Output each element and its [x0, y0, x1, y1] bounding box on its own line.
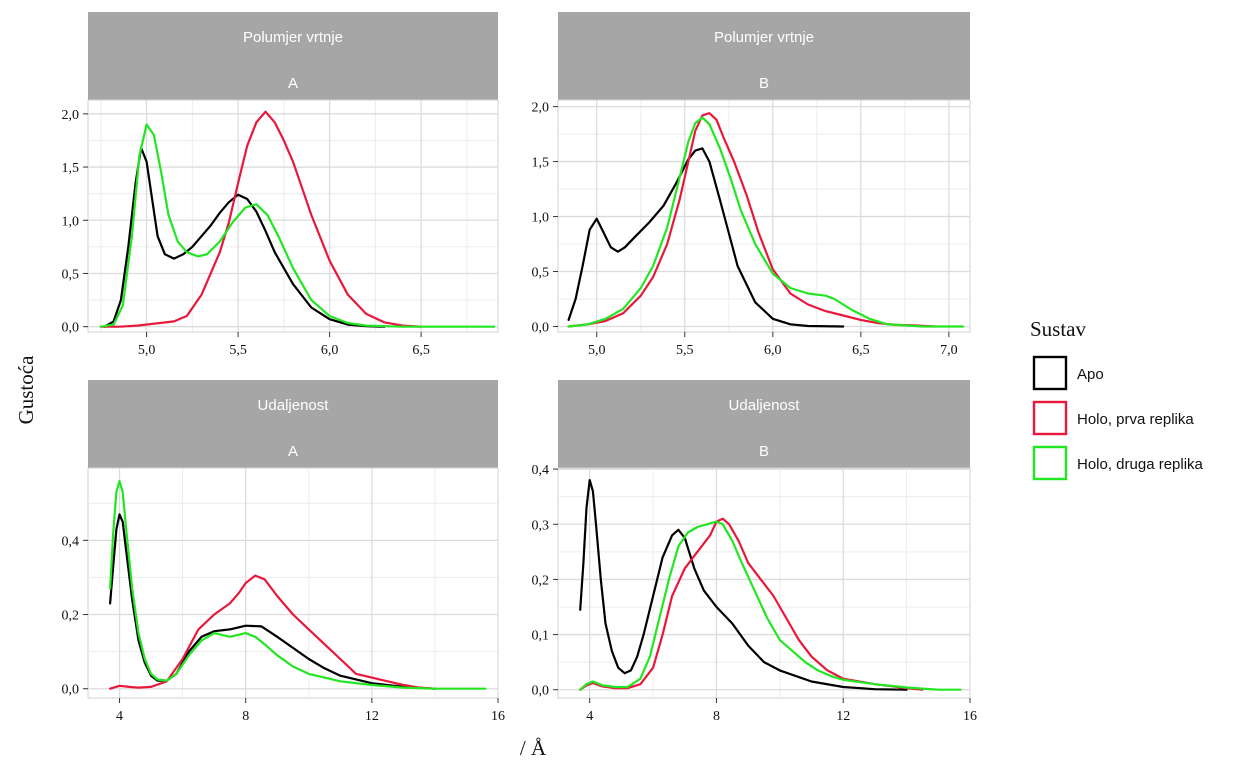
y-axis-title: Gustoća	[14, 355, 38, 424]
y-tick-label: 0,0	[62, 321, 80, 336]
y-tick-label: 1,5	[532, 156, 550, 171]
x-tick-label: 12	[365, 709, 379, 724]
y-tick-label: 0,0	[532, 321, 550, 336]
x-tick-label: 5,0	[588, 343, 606, 358]
x-tick-label: 12	[836, 709, 850, 724]
panel-1: Polumjer vrtnje A 5,0 5,5 6,0 6,5 0,0 0,5 1,0 1,5…	[62, 12, 499, 358]
legend-label-holo-druga-replika: Holo, druga replika	[1077, 456, 1204, 473]
x-tick-label: 16	[491, 709, 505, 724]
y-tick-label: 0,5	[532, 266, 550, 281]
y-tick-label: 0,2	[532, 573, 550, 588]
y-tick-label: 0,2	[62, 609, 80, 624]
legend: Sustav Apo Holo, prva replika Holo, druga r…	[1030, 317, 1204, 481]
series-line-holo-druga-replika	[567, 116, 965, 328]
strip-label-top: Polumjer vrtnje	[714, 29, 814, 46]
legend-label-apo: Apo	[1077, 366, 1104, 383]
y-tick-label: 0,1	[532, 629, 550, 644]
strip-label-bottom: A	[288, 443, 298, 460]
panel-background	[87, 99, 499, 333]
x-tick-label: 4	[586, 709, 593, 724]
y-tick-label: 0,0	[532, 684, 550, 699]
y-tick-label: 0,0	[62, 683, 80, 698]
panels: Polumjer vrtnje A 5,0 5,5 6,0 6,5 0,0 0,5 1,0 1,5…	[62, 12, 977, 724]
strip-label-top: Udaljenost	[258, 397, 330, 414]
strip-header	[558, 380, 970, 468]
x-tick-label: 4	[116, 709, 123, 724]
series-line-holo-druga-replika	[579, 520, 962, 691]
y-tick-label: 0,5	[62, 267, 80, 282]
x-tick-label: 5,5	[229, 343, 247, 358]
y-tick-label: 1,0	[62, 214, 80, 229]
y-tick-label: 0,4	[62, 534, 80, 549]
strip-header	[88, 12, 498, 100]
x-tick-label: 16	[963, 709, 977, 724]
x-tick-label: 6,0	[764, 343, 782, 358]
strip-label-bottom: B	[759, 75, 769, 92]
legend-key-holo-prva-replika	[1032, 400, 1068, 436]
legend-key-apo	[1032, 355, 1068, 391]
strip-header	[88, 380, 498, 468]
x-tick-label: 8	[713, 709, 720, 724]
panel-2: Polumjer vrtnje B 5,0 5,5 6,0 6,5 7,0 0,0 0,5 1,0…	[532, 12, 971, 358]
strip-header	[558, 12, 970, 100]
strip-label-bottom: B	[759, 443, 769, 460]
legend-key-holo-druga-replika	[1032, 445, 1068, 481]
x-tick-label: 6,5	[852, 343, 870, 358]
y-tick-label: 0,4	[532, 463, 550, 478]
series-line-apo	[108, 513, 436, 690]
x-axis-title: / Å	[520, 736, 547, 760]
y-tick-label: 1,5	[62, 161, 80, 176]
y-tick-label: 2,0	[62, 108, 80, 123]
x-tick-label: 6,0	[321, 343, 339, 358]
series-line-holo-druga-replika	[99, 123, 496, 328]
legend-label-holo-prva-replika: Holo, prva replika	[1077, 411, 1194, 428]
strip-label-top: Udaljenost	[729, 397, 801, 414]
series-line-apo	[567, 147, 845, 328]
panel-3: Udaljenost A 4 8 12 16 0,0 0,2 0,4	[62, 380, 505, 724]
series-line-holo-druga-replika	[108, 479, 487, 690]
y-tick-label: 1,0	[532, 211, 550, 226]
panel-background	[87, 467, 499, 699]
y-tick-label: 0,3	[532, 518, 550, 533]
x-tick-label: 8	[242, 709, 249, 724]
legend-title: Sustav	[1030, 317, 1087, 341]
y-tick-label: 2,0	[532, 101, 550, 116]
panel-4: Udaljenost B 4 8 12 16 0,0 0,1 0,2 0,3 0,4	[532, 380, 977, 724]
x-tick-label: 7,0	[940, 343, 958, 358]
series-line-holo-prva-replika	[108, 574, 436, 690]
strip-label-bottom: A	[288, 75, 298, 92]
x-tick-label: 5,5	[676, 343, 694, 358]
x-tick-label: 5,0	[138, 343, 156, 358]
strip-label-top: Polumjer vrtnje	[243, 29, 343, 46]
series-line-apo	[579, 479, 908, 691]
series-line-holo-prva-replika	[567, 112, 936, 328]
x-tick-label: 6,5	[412, 343, 430, 358]
series-line-holo-prva-replika	[99, 110, 423, 328]
